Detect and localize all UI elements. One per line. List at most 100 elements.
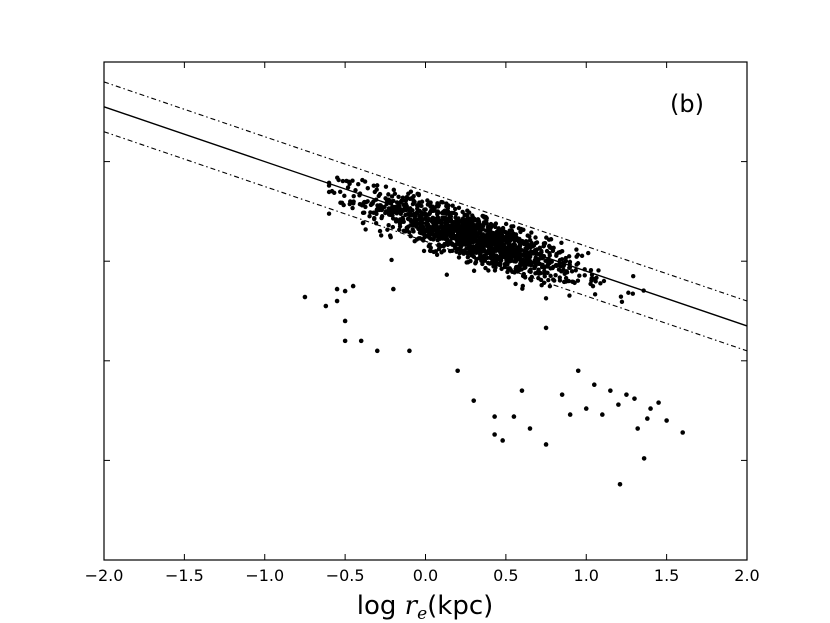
data-point — [680, 430, 685, 435]
data-point — [433, 228, 439, 233]
data-point — [512, 242, 518, 248]
data-point — [425, 212, 430, 218]
data-point — [407, 206, 413, 212]
data-point — [536, 271, 542, 276]
data-point — [485, 242, 491, 247]
data-point — [340, 178, 346, 184]
data-point — [342, 338, 348, 344]
data-point — [559, 392, 565, 397]
data-point — [500, 438, 505, 443]
data-point — [554, 263, 559, 268]
data-point — [417, 216, 422, 222]
data-point — [538, 277, 544, 283]
data-point — [462, 242, 468, 247]
data-point — [345, 185, 351, 190]
data-point — [476, 219, 482, 224]
data-point — [515, 269, 520, 274]
data-point — [376, 193, 381, 199]
data-point — [626, 290, 631, 295]
data-point — [374, 187, 379, 192]
data-point — [455, 219, 461, 224]
data-point — [474, 257, 479, 262]
data-point — [515, 266, 521, 271]
data-point — [337, 189, 343, 195]
data-point — [391, 187, 397, 193]
data-point — [424, 226, 429, 232]
data-point — [488, 235, 493, 240]
data-point — [590, 283, 596, 289]
data-point — [405, 196, 410, 201]
x-axis-title-var: r — [405, 591, 419, 621]
data-point — [503, 221, 509, 227]
data-point — [465, 260, 471, 265]
data-point — [436, 246, 442, 252]
data-point — [420, 220, 425, 226]
data-point — [385, 209, 390, 215]
data-point — [361, 201, 366, 206]
data-point — [477, 229, 483, 234]
data-point — [462, 212, 467, 218]
data-point — [404, 226, 410, 232]
data-point — [539, 248, 544, 254]
data-point — [367, 214, 372, 219]
y-ticks — [104, 161, 747, 461]
data-point — [412, 214, 418, 219]
data-point — [656, 400, 661, 405]
data-point — [407, 348, 412, 354]
data-point — [546, 277, 551, 283]
data-point — [466, 244, 471, 249]
data-point — [616, 402, 621, 407]
data-point — [631, 273, 636, 279]
data-point — [488, 221, 494, 227]
data-point — [533, 235, 538, 240]
data-point — [468, 222, 473, 228]
data-point — [567, 293, 572, 298]
data-point — [414, 203, 420, 208]
data-point — [424, 222, 430, 228]
data-point — [483, 265, 488, 271]
x-tick-label: −1.5 — [165, 566, 204, 585]
data-point — [502, 235, 507, 241]
data-point — [469, 253, 474, 258]
data-point — [498, 258, 503, 263]
data-point — [356, 182, 361, 187]
data-point — [441, 248, 447, 253]
data-point — [471, 223, 477, 228]
data-point — [410, 227, 415, 232]
bound-line-0 — [103, 81, 748, 302]
data-point — [389, 257, 394, 263]
data-point — [430, 215, 436, 221]
data-point — [492, 432, 497, 437]
data-point — [486, 260, 491, 266]
data-point — [374, 211, 379, 217]
data-point — [421, 224, 426, 229]
data-point — [630, 291, 636, 296]
data-point — [363, 227, 368, 232]
data-point — [481, 235, 486, 240]
data-point — [533, 263, 538, 269]
panel-label: (b) — [670, 90, 704, 118]
data-point — [596, 268, 601, 273]
data-point — [334, 286, 340, 292]
data-point — [518, 229, 523, 235]
data-point — [435, 210, 440, 216]
data-point — [619, 299, 625, 305]
data-point — [491, 264, 496, 269]
data-point — [396, 201, 401, 206]
data-point — [589, 272, 595, 277]
data-point — [459, 239, 465, 245]
data-point — [546, 237, 552, 242]
data-point — [527, 234, 532, 239]
data-point — [388, 201, 394, 206]
data-point — [641, 456, 647, 461]
data-point — [456, 255, 462, 260]
data-point — [413, 220, 418, 225]
data-point — [572, 280, 577, 286]
data-point — [395, 205, 400, 210]
data-point — [432, 235, 437, 240]
data-point — [334, 298, 340, 304]
data-point — [469, 219, 474, 224]
data-point — [482, 256, 488, 261]
data-point — [453, 234, 458, 239]
data-point — [478, 254, 483, 259]
